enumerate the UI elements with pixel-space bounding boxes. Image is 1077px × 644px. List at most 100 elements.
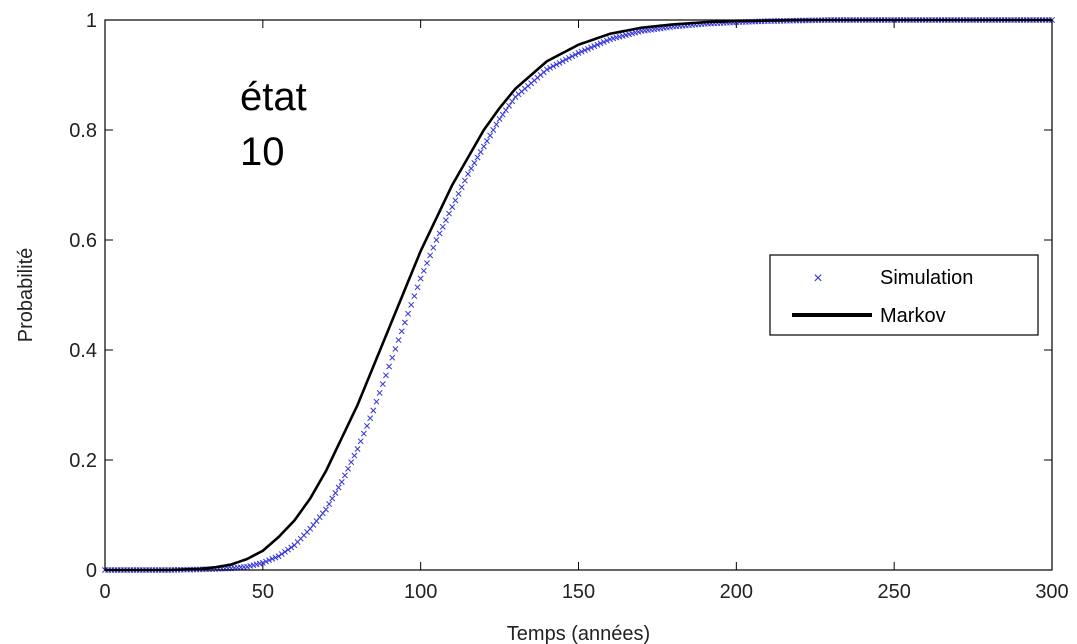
simulation-point xyxy=(499,111,506,118)
simulation-point xyxy=(401,319,408,326)
simulation-point xyxy=(263,558,269,565)
y-tick-label: 1 xyxy=(86,10,97,32)
x-tick-label: 200 xyxy=(720,581,753,603)
simulation-point xyxy=(559,58,566,65)
simulation-point xyxy=(376,389,383,396)
simulation-point xyxy=(581,47,588,54)
simulation-point xyxy=(420,267,427,274)
simulation-point xyxy=(572,51,579,58)
simulation-point xyxy=(566,54,572,61)
simulation-point xyxy=(442,217,449,224)
simulation-point xyxy=(452,197,459,204)
simulation-point xyxy=(471,160,478,166)
simulation-point xyxy=(490,127,497,133)
simulation-point xyxy=(556,59,563,66)
simulation-point xyxy=(477,149,484,155)
simulation-point xyxy=(288,544,295,551)
simulation-point xyxy=(569,53,576,60)
simulation-point xyxy=(553,61,560,68)
simulation-point xyxy=(269,555,276,562)
simulation-point xyxy=(424,260,430,267)
legend-markov-label: Markov xyxy=(880,305,946,327)
simulation-point xyxy=(266,557,273,564)
simulation-point xyxy=(446,210,453,217)
simulation-point xyxy=(398,328,405,335)
simulation-point xyxy=(338,479,345,485)
simulation-point xyxy=(597,40,604,47)
simulation-point xyxy=(493,121,500,128)
plot-frame xyxy=(104,19,1053,571)
simulation-point xyxy=(341,472,348,479)
simulation-point xyxy=(323,506,329,513)
simulation-point xyxy=(326,501,333,507)
simulation-point xyxy=(575,50,582,56)
simulation-point xyxy=(465,171,471,177)
simulation-point xyxy=(360,430,367,437)
simulation-point xyxy=(543,66,550,73)
simulation-point xyxy=(547,64,554,71)
simulation-point xyxy=(474,154,481,161)
simulation-point xyxy=(281,548,288,555)
simulation-point xyxy=(496,116,503,122)
simulation-point xyxy=(379,381,386,388)
simulation-point xyxy=(480,143,487,150)
annotation-line-1: état xyxy=(240,75,307,119)
x-tick-label: 50 xyxy=(252,581,274,603)
simulation-point xyxy=(370,407,377,414)
simulation-point xyxy=(405,310,411,317)
y-axis-label: Probabilité xyxy=(15,248,37,343)
simulation-point xyxy=(588,44,595,51)
simulation-point xyxy=(449,204,456,210)
plot-area xyxy=(102,17,1055,573)
simulation-point xyxy=(408,301,415,308)
simulation-point xyxy=(427,252,434,259)
simulation-point xyxy=(430,244,437,251)
x-tick-label: 250 xyxy=(877,581,910,603)
x-tick-label: 0 xyxy=(99,581,110,603)
simulation-point xyxy=(386,363,393,370)
simulation-point xyxy=(351,452,358,459)
tick-labels: 0 50 100 150 200 250 300 0 0.2 0.4 0.6 0.8 1 xyxy=(69,10,1069,603)
legend: × Simulation Markov xyxy=(769,254,1039,336)
simulation-point xyxy=(411,293,418,300)
x-axis-label: Temps (années) xyxy=(507,623,650,644)
legend-simulation-marker: × xyxy=(813,270,822,287)
simulation-point xyxy=(562,56,569,63)
simulation-point xyxy=(345,465,352,472)
simulation-point xyxy=(259,559,266,566)
simulation-point xyxy=(502,107,509,114)
simulation-point xyxy=(591,43,598,50)
simulation-point xyxy=(509,98,516,105)
simulation-point xyxy=(364,422,370,429)
y-tick-label: 0.4 xyxy=(69,340,97,362)
simulation-point xyxy=(357,438,364,445)
simulation-point xyxy=(417,275,424,282)
simulation-point xyxy=(278,551,285,558)
x-tick-label: 100 xyxy=(404,581,437,603)
legend-box xyxy=(769,254,1039,336)
simulation-point xyxy=(455,190,462,197)
simulation-point xyxy=(285,546,292,553)
simulation-point xyxy=(433,237,440,243)
simulation-point xyxy=(392,345,399,352)
annotation-line-2: 10 xyxy=(240,130,285,174)
simulation-point xyxy=(436,230,443,237)
simulation-point xyxy=(458,184,465,191)
simulation-point xyxy=(354,446,361,452)
simulation-point xyxy=(275,553,282,560)
y-tick-label: 0.2 xyxy=(69,450,97,472)
simulation-point xyxy=(389,354,396,361)
simulation-point xyxy=(468,165,475,172)
simulation-point xyxy=(585,45,591,52)
simulation-point xyxy=(487,132,494,139)
x-tick-label: 150 xyxy=(562,581,595,603)
simulation-point xyxy=(395,337,402,344)
simulation-point xyxy=(329,495,336,502)
simulation-point xyxy=(603,37,610,44)
simulation-point xyxy=(461,177,468,184)
simulation-point xyxy=(335,484,342,491)
simulation-point xyxy=(594,41,601,48)
simulation-point xyxy=(382,372,389,379)
y-tick-label: 0 xyxy=(86,560,97,582)
